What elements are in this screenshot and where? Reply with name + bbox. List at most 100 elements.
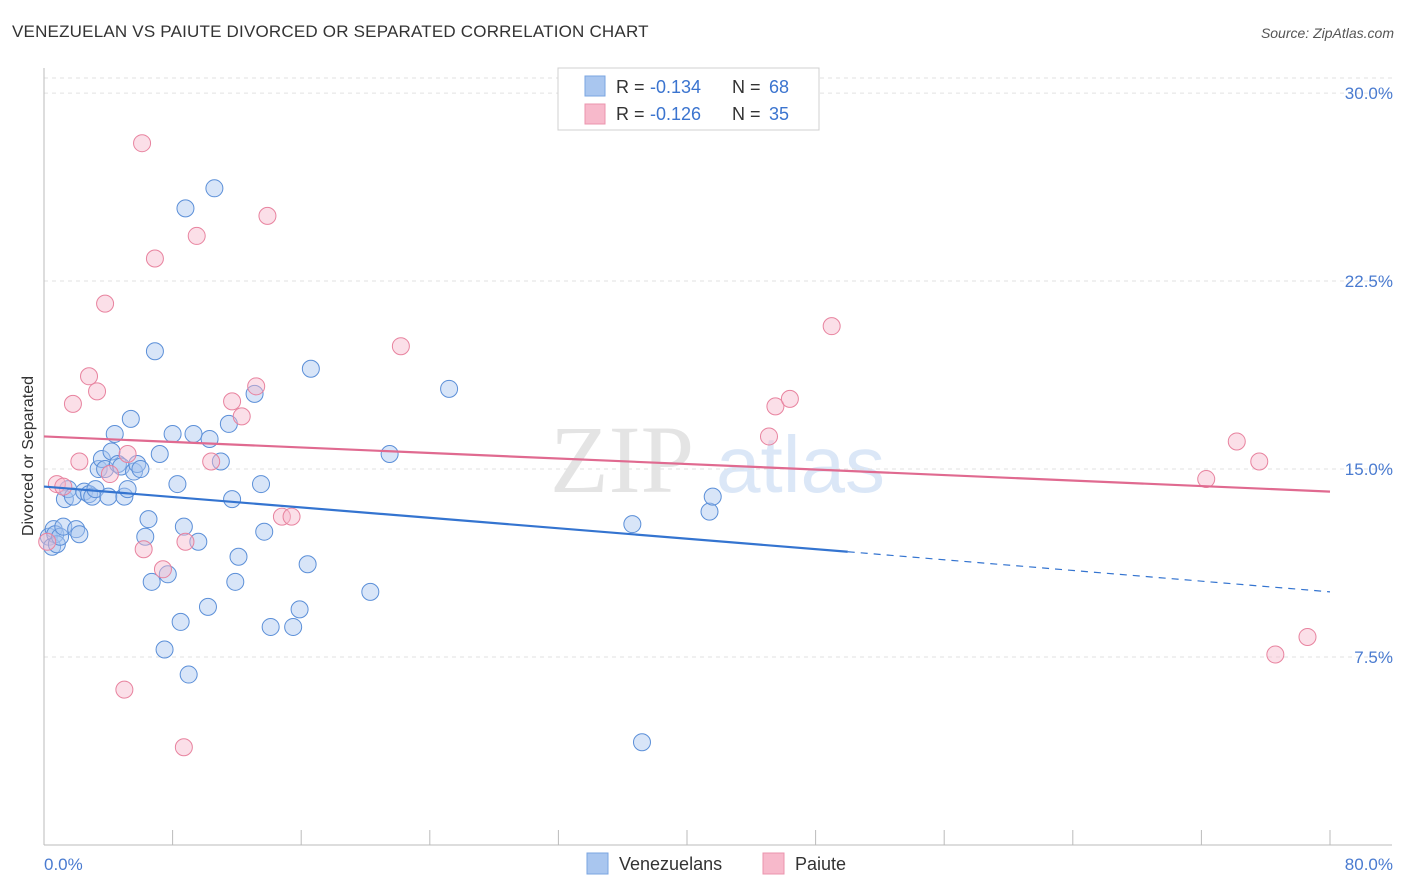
point-paiute-28 bbox=[780, 389, 799, 408]
point-paiute-26 bbox=[759, 427, 778, 446]
point-venezuelans-59 bbox=[298, 555, 317, 574]
point-paiute-12 bbox=[134, 540, 153, 559]
point-venezuelans-61 bbox=[361, 582, 380, 601]
legend-n-label-2: N = bbox=[732, 104, 761, 124]
series-legend-label-venezuelans: Venezuelans bbox=[619, 854, 722, 874]
point-venezuelans-44 bbox=[189, 532, 208, 551]
chart-title: VENEZUELAN VS PAIUTE DIVORCED OR SEPARAT… bbox=[12, 22, 649, 41]
x-tick-label-min: 0.0% bbox=[44, 855, 83, 874]
point-paiute-33 bbox=[1266, 645, 1285, 664]
watermark-atlas: atlas bbox=[716, 420, 885, 509]
point-paiute-6 bbox=[88, 382, 107, 401]
point-venezuelans-36 bbox=[158, 565, 177, 584]
point-paiute-11 bbox=[133, 134, 152, 153]
point-venezuelans-54 bbox=[252, 475, 271, 494]
y-tick-label-1: 15.0% bbox=[1345, 460, 1393, 479]
point-paiute-32 bbox=[1250, 452, 1269, 471]
legend-r-label-2: R = bbox=[616, 104, 645, 124]
y-tick-labels: 7.5% 15.0% 22.5% 30.0% bbox=[1345, 84, 1393, 667]
point-venezuelans-26 bbox=[121, 409, 140, 428]
point-paiute-18 bbox=[202, 452, 221, 471]
point-venezuelans-62 bbox=[380, 444, 399, 463]
point-paiute-13 bbox=[145, 249, 164, 268]
y-axis-label: Divorced or Separated bbox=[20, 376, 37, 536]
x-ticks bbox=[43, 830, 1331, 845]
point-venezuelans-40 bbox=[174, 517, 193, 536]
y-tick-label-0: 7.5% bbox=[1354, 648, 1393, 667]
point-paiute-8 bbox=[100, 465, 119, 484]
y-tick-label-3: 30.0% bbox=[1345, 84, 1393, 103]
point-venezuelans-56 bbox=[261, 617, 280, 636]
point-paiute-34 bbox=[1298, 627, 1317, 646]
point-paiute-31 bbox=[1227, 432, 1246, 451]
point-venezuelans-28 bbox=[128, 455, 147, 474]
point-paiute-5 bbox=[80, 367, 99, 386]
point-venezuelans-35 bbox=[155, 640, 174, 659]
point-venezuelans-50 bbox=[223, 490, 242, 509]
legend-r-label-1: R = bbox=[616, 77, 645, 97]
point-venezuelans-21 bbox=[105, 424, 124, 443]
point-venezuelans-65 bbox=[632, 733, 651, 752]
source-label: Source: ZipAtlas.com bbox=[1260, 25, 1394, 41]
gridlines bbox=[44, 77, 1392, 658]
legend-r-value-2: -0.126 bbox=[650, 104, 701, 124]
legend-n-value-2: 35 bbox=[769, 104, 789, 124]
y-tick-label-2: 22.5% bbox=[1345, 272, 1393, 291]
point-venezuelans-51 bbox=[226, 572, 245, 591]
point-venezuelans-42 bbox=[179, 665, 198, 684]
point-venezuelans-66 bbox=[700, 502, 719, 521]
point-venezuelans-17 bbox=[92, 450, 111, 469]
point-paiute-17 bbox=[187, 226, 206, 245]
series-legend-label-paiute: Paiute bbox=[795, 854, 846, 874]
legend-swatch-paiute bbox=[584, 103, 606, 125]
series-legend-swatch-paiute bbox=[762, 852, 785, 875]
point-paiute-27 bbox=[766, 397, 785, 416]
x-tick-label-max: 80.0% bbox=[1345, 855, 1393, 874]
stats-legend: R = -0.134 N = 68 R = -0.126 N = 35 bbox=[557, 67, 820, 131]
point-venezuelans-32 bbox=[142, 572, 161, 591]
point-paiute-30 bbox=[1197, 470, 1216, 489]
point-paiute-14 bbox=[153, 560, 172, 579]
legend-swatch-venezuelans bbox=[584, 75, 606, 97]
point-venezuelans-64 bbox=[623, 515, 642, 534]
trend-lines bbox=[43, 435, 1331, 593]
point-paiute-3 bbox=[63, 394, 82, 413]
point-venezuelans-10 bbox=[67, 520, 86, 539]
point-venezuelans-63 bbox=[440, 379, 459, 398]
point-venezuelans-34 bbox=[150, 444, 169, 463]
point-paiute-16 bbox=[176, 532, 195, 551]
point-paiute-15 bbox=[174, 738, 193, 757]
point-venezuelans-31 bbox=[139, 510, 158, 529]
point-venezuelans-58 bbox=[290, 600, 309, 619]
point-paiute-29 bbox=[822, 317, 841, 336]
point-venezuelans-52 bbox=[229, 547, 248, 566]
point-venezuelans-41 bbox=[176, 199, 195, 218]
point-venezuelans-43 bbox=[184, 424, 203, 443]
point-venezuelans-60 bbox=[301, 359, 320, 378]
point-paiute-9 bbox=[115, 680, 134, 699]
legend-r-value-1: -0.134 bbox=[650, 77, 701, 97]
trend-line-venezuelans bbox=[43, 485, 848, 553]
point-venezuelans-47 bbox=[205, 179, 224, 198]
legend-n-label-1: N = bbox=[732, 77, 761, 97]
point-paiute-0 bbox=[38, 532, 57, 551]
data-points bbox=[38, 134, 1317, 757]
trend-line-paiute bbox=[43, 435, 1331, 493]
series-legend: Venezuelans Paiute bbox=[586, 852, 846, 875]
legend-n-value-1: 68 bbox=[769, 77, 789, 97]
point-venezuelans-16 bbox=[89, 460, 108, 479]
point-venezuelans-45 bbox=[198, 597, 217, 616]
trend-line-venezuelans-extension bbox=[847, 551, 1331, 593]
point-venezuelans-38 bbox=[168, 475, 187, 494]
point-paiute-10 bbox=[118, 444, 137, 463]
point-paiute-21 bbox=[247, 377, 266, 396]
point-venezuelans-57 bbox=[284, 617, 303, 636]
point-paiute-7 bbox=[96, 294, 115, 313]
point-venezuelans-48 bbox=[211, 452, 230, 471]
point-paiute-22 bbox=[258, 206, 277, 225]
point-paiute-4 bbox=[70, 452, 89, 471]
point-venezuelans-37 bbox=[163, 424, 182, 443]
point-paiute-23 bbox=[272, 507, 291, 526]
point-paiute-24 bbox=[282, 507, 301, 526]
